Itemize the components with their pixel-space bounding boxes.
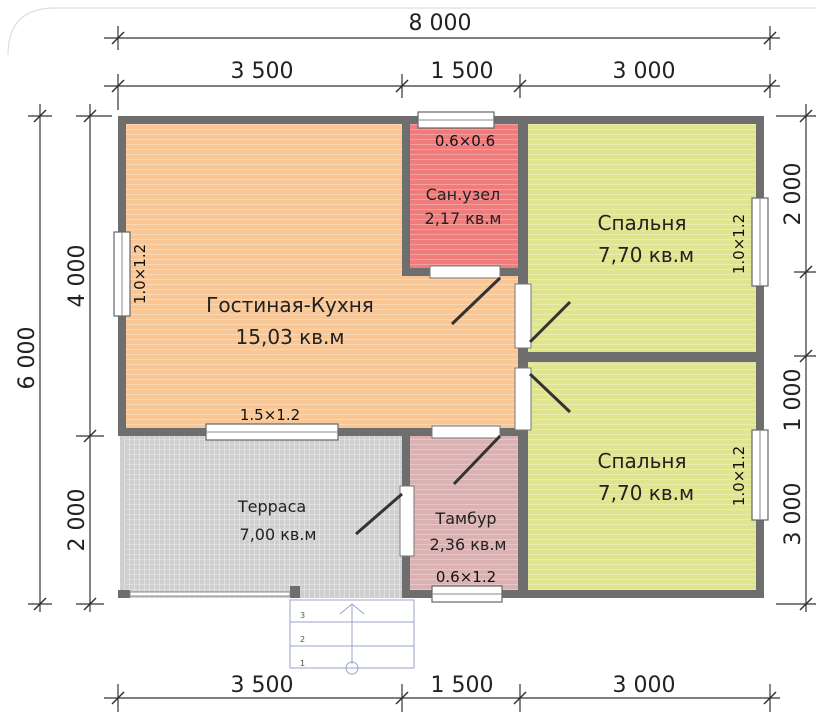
bath-area: 2,17 кв.м [425,209,502,228]
step-label: 2 [300,635,305,644]
dim-bottom-seg-2: 1 500 [431,673,494,698]
door-leaf-terrace [355,492,403,536]
door-leaf-vestibule [452,434,502,486]
bedroom2-area: 7,70 кв.м [598,481,694,505]
terrace-post-mid [290,586,300,598]
dim-top-seg-1: 3 500 [231,59,294,84]
window-label-living-left: 1.0×1.2 [131,244,149,304]
stairs-start-marker [345,661,359,675]
dim-left-seg-2: 2 000 [65,489,90,552]
terrace-post-left [118,590,130,598]
terrace-name: Терраса [237,497,306,516]
step-label: 3 [300,611,305,620]
window-labels: 0.6×0.6 1.5×1.2 0.6×1.2 1.0×1.2 1.0×1.2 … [131,132,748,586]
door-opening-bath [429,265,501,279]
vestibule-area: 2,36 кв.м [430,535,507,554]
dim-top-total: 8 000 [409,11,472,36]
wall-right [756,116,764,598]
dimension-lines: 8 000 3 500 1 500 3 000 3 500 1 500 3 00… [15,11,816,712]
dim-bottom-seg-3: 3 000 [613,673,676,698]
dim-top-seg-3: 3 000 [613,59,676,84]
windows [113,111,769,603]
doors [355,265,572,557]
bedroom1-name: Спальня [598,211,687,235]
dim-left-total: 6 000 [15,327,40,390]
window-label-vestibule: 0.6×1.2 [436,568,496,586]
door-opening-terrace [399,485,415,557]
terrace-hatching [120,436,402,598]
terrace-area: 7,00 кв.м [240,525,317,544]
window-label-living-bottom: 1.5×1.2 [240,406,300,424]
living-name: Гостиная-Кухня [206,293,374,317]
door-leaf-bedroom1 [528,300,572,344]
dim-bottom-seg-1: 3 500 [231,673,294,698]
door-opening-bedroom2 [514,367,532,431]
door-opening-bedroom1 [514,283,532,349]
terrace-rail [129,591,291,597]
door-leaf-bedroom2 [528,372,572,414]
wall-bedrooms [528,352,756,362]
page-frame [7,7,816,56]
wall-center [518,116,528,598]
bedroom1-area: 7,70 кв.м [598,243,694,267]
dim-right-seg-3: 3 000 [781,483,806,546]
bath-name: Сан.узел [426,185,501,204]
entrance-stairs: 3 2 1 [289,599,415,675]
window-label-bedroom2: 1.0×1.2 [730,446,748,506]
door-leaf-bath [450,276,502,326]
wall-bath-left [402,116,410,276]
dim-top-seg-2: 1 500 [431,59,494,84]
wall-bottom [402,590,764,598]
step-label: 1 [300,659,305,668]
bedroom2-name: Спальня [598,449,687,473]
vestibule-name: Тамбур [434,509,496,528]
room-labels: Гостиная-Кухня 15,03 кв.м Сан.узел 2,17 … [206,185,694,554]
dim-left-seg-1: 4 000 [65,245,90,308]
window-label-bedroom1: 1.0×1.2 [730,214,748,274]
dim-right-seg-1: 2 000 [781,163,806,226]
dim-right-seg-2: 1 000 [781,369,806,432]
living-area: 15,03 кв.м [236,325,345,349]
window-label-bath: 0.6×0.6 [435,132,495,150]
door-opening-vestibule [431,425,501,439]
